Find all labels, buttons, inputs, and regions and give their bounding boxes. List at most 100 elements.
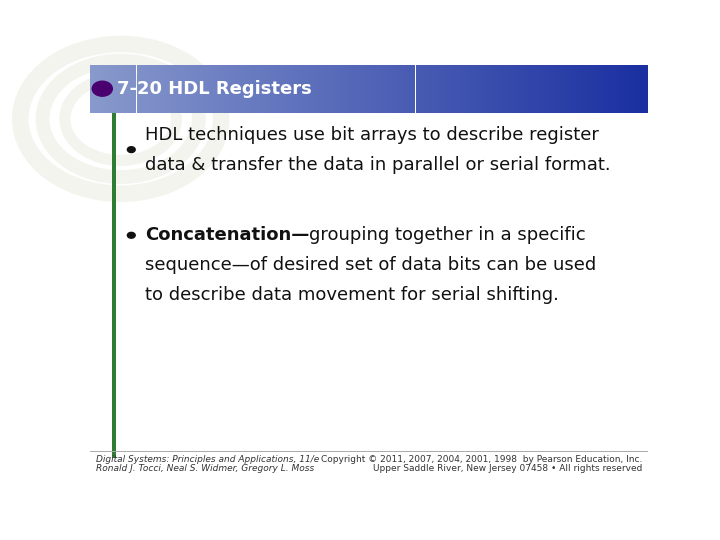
Bar bbox=[377, 65, 378, 113]
Bar bbox=[172, 65, 174, 113]
Bar bbox=[109, 65, 110, 113]
Bar bbox=[492, 65, 494, 113]
Bar bbox=[533, 65, 534, 113]
Bar bbox=[371, 65, 373, 113]
Bar bbox=[546, 65, 548, 113]
Bar bbox=[392, 65, 393, 113]
Bar bbox=[343, 65, 345, 113]
Bar bbox=[384, 65, 386, 113]
Bar bbox=[456, 65, 458, 113]
Bar bbox=[406, 65, 408, 113]
Bar bbox=[490, 65, 492, 113]
Bar bbox=[418, 65, 419, 113]
Bar bbox=[373, 65, 374, 113]
Bar bbox=[364, 65, 365, 113]
Bar bbox=[339, 65, 341, 113]
Bar bbox=[142, 65, 144, 113]
Bar bbox=[585, 65, 587, 113]
Bar bbox=[423, 65, 425, 113]
Bar bbox=[237, 65, 239, 113]
Bar bbox=[615, 65, 616, 113]
Bar bbox=[579, 65, 581, 113]
Bar bbox=[570, 65, 572, 113]
Bar bbox=[486, 65, 488, 113]
Bar bbox=[601, 65, 603, 113]
Bar bbox=[280, 65, 282, 113]
Bar bbox=[633, 65, 635, 113]
Bar bbox=[258, 65, 259, 113]
Bar bbox=[176, 65, 177, 113]
Bar bbox=[129, 65, 131, 113]
Bar bbox=[326, 65, 328, 113]
Bar bbox=[231, 65, 233, 113]
Bar bbox=[213, 65, 215, 113]
Bar bbox=[263, 65, 265, 113]
Text: Upper Saddle River, New Jersey 07458 • All rights reserved: Upper Saddle River, New Jersey 07458 • A… bbox=[373, 464, 642, 472]
Bar bbox=[243, 65, 244, 113]
Bar bbox=[451, 65, 453, 113]
Bar bbox=[207, 65, 209, 113]
Bar bbox=[485, 65, 486, 113]
Bar bbox=[405, 65, 406, 113]
Bar bbox=[153, 65, 155, 113]
Bar bbox=[294, 65, 297, 113]
Bar bbox=[179, 65, 181, 113]
Bar bbox=[520, 65, 521, 113]
Bar bbox=[642, 65, 644, 113]
Bar bbox=[110, 65, 112, 113]
Bar bbox=[488, 65, 490, 113]
Bar bbox=[408, 65, 410, 113]
Bar bbox=[145, 65, 148, 113]
Bar bbox=[453, 65, 454, 113]
Bar bbox=[555, 65, 557, 113]
Bar bbox=[415, 65, 418, 113]
Bar bbox=[345, 65, 347, 113]
Bar bbox=[505, 65, 507, 113]
Bar bbox=[105, 65, 107, 113]
Bar bbox=[218, 65, 220, 113]
Bar bbox=[284, 65, 285, 113]
Bar bbox=[421, 65, 423, 113]
Bar bbox=[240, 65, 243, 113]
Bar bbox=[230, 65, 231, 113]
Bar bbox=[644, 65, 646, 113]
Bar bbox=[157, 65, 159, 113]
Bar bbox=[472, 65, 473, 113]
Bar bbox=[97, 65, 99, 113]
Bar bbox=[596, 65, 598, 113]
Bar bbox=[298, 65, 300, 113]
Bar bbox=[332, 65, 333, 113]
Bar bbox=[588, 65, 590, 113]
Bar bbox=[386, 65, 387, 113]
Bar bbox=[205, 65, 207, 113]
Bar bbox=[360, 65, 361, 113]
Bar bbox=[419, 65, 421, 113]
Bar bbox=[266, 65, 269, 113]
Bar bbox=[624, 65, 626, 113]
Bar bbox=[310, 65, 311, 113]
Bar bbox=[137, 65, 138, 113]
Bar bbox=[481, 65, 482, 113]
Bar bbox=[464, 65, 466, 113]
Bar bbox=[293, 65, 294, 113]
Circle shape bbox=[127, 147, 135, 152]
Bar bbox=[233, 65, 235, 113]
Bar bbox=[202, 65, 204, 113]
Bar bbox=[300, 65, 302, 113]
Bar bbox=[473, 65, 475, 113]
Bar bbox=[151, 65, 153, 113]
Bar bbox=[174, 65, 176, 113]
Bar bbox=[603, 65, 606, 113]
Bar bbox=[529, 65, 531, 113]
Bar bbox=[641, 65, 642, 113]
Bar bbox=[428, 65, 431, 113]
Bar bbox=[534, 65, 536, 113]
Bar bbox=[501, 65, 503, 113]
Bar bbox=[306, 65, 307, 113]
Bar bbox=[495, 65, 498, 113]
Bar bbox=[387, 65, 390, 113]
Bar bbox=[148, 65, 150, 113]
Bar bbox=[333, 65, 336, 113]
Bar bbox=[434, 65, 436, 113]
Text: sequence—of desired set of data bits can be used: sequence—of desired set of data bits can… bbox=[145, 256, 596, 274]
